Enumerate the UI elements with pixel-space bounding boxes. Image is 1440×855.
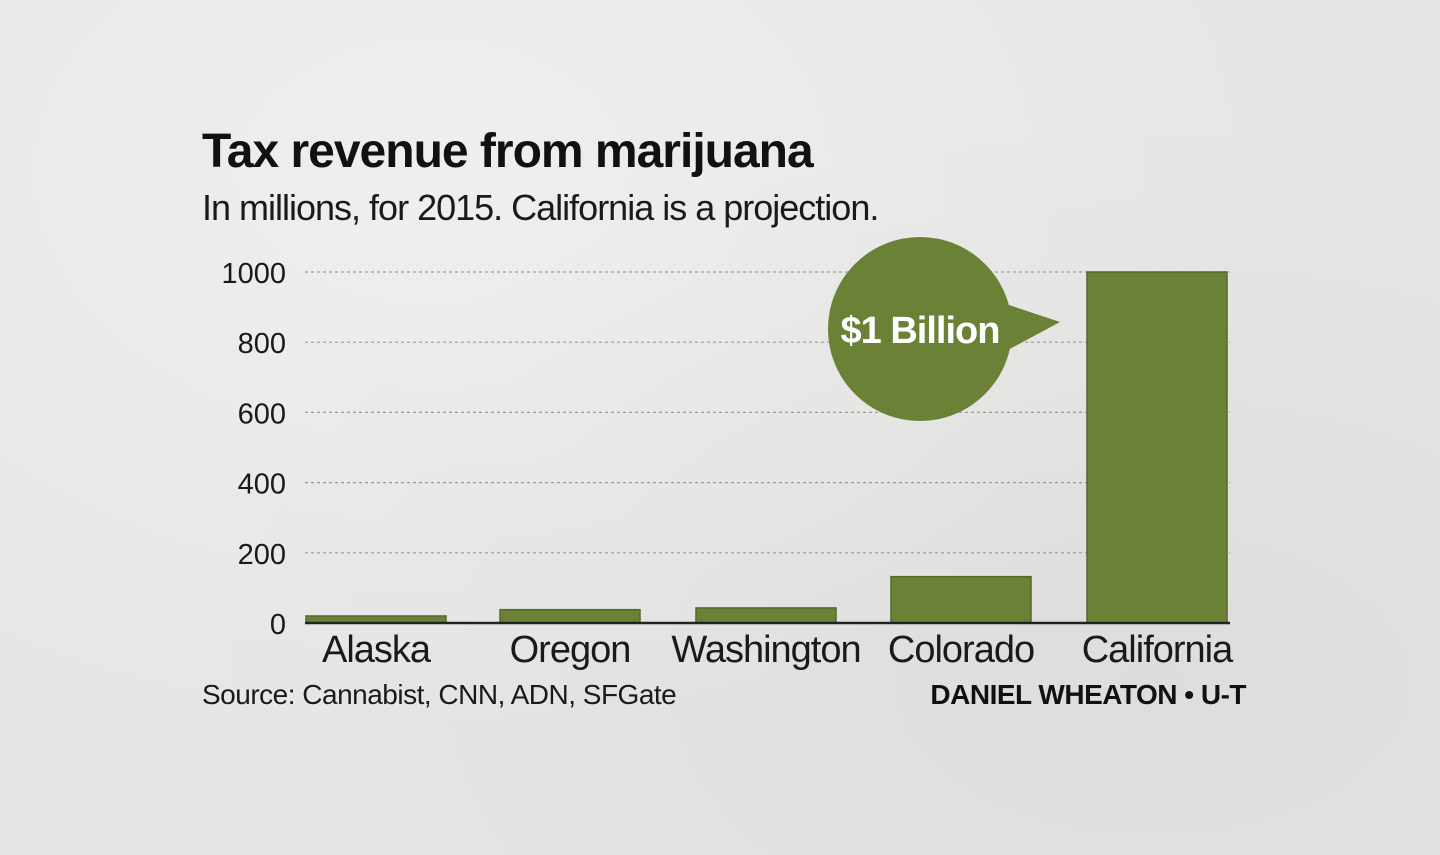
y-tick-label: 200: [238, 539, 286, 571]
callout-bubble: $1 Billion: [828, 237, 1060, 421]
x-tick-label: Washington: [671, 629, 860, 671]
x-tick-label: Colorado: [888, 629, 1034, 671]
source-note: Source: Cannabist, CNN, ADN, SFGate: [202, 679, 677, 710]
x-tick-label: Oregon: [510, 629, 631, 671]
bar-oregon: [499, 608, 641, 624]
byline-credit: DANIEL WHEATON • U-T: [930, 679, 1246, 710]
gridlines: [305, 271, 1230, 554]
y-axis: 0 200 400 600 800 1000: [221, 258, 286, 641]
chart-title: Tax revenue from marijuana: [202, 125, 814, 178]
x-axis: Alaska Oregon Washington Colorado California: [305, 621, 1235, 671]
bar-washington: [695, 607, 837, 624]
y-tick-label: 1000: [221, 258, 286, 290]
chart-subtitle: In millions, for 2015. California is a p…: [202, 187, 879, 228]
callout-label: $1 Billion: [841, 310, 1000, 352]
x-tick-label: Alaska: [322, 629, 432, 671]
y-tick-label: 800: [238, 328, 286, 360]
y-tick-label: 0: [270, 609, 286, 641]
callout-circle: [828, 237, 1012, 421]
y-tick-label: 600: [238, 398, 286, 430]
callout-pointer: [1000, 302, 1060, 352]
bars: [305, 271, 1228, 624]
bar-colorado: [890, 575, 1032, 624]
x-tick-label: California: [1082, 629, 1234, 671]
y-tick-label: 400: [238, 469, 286, 501]
bar-california: [1086, 271, 1228, 624]
